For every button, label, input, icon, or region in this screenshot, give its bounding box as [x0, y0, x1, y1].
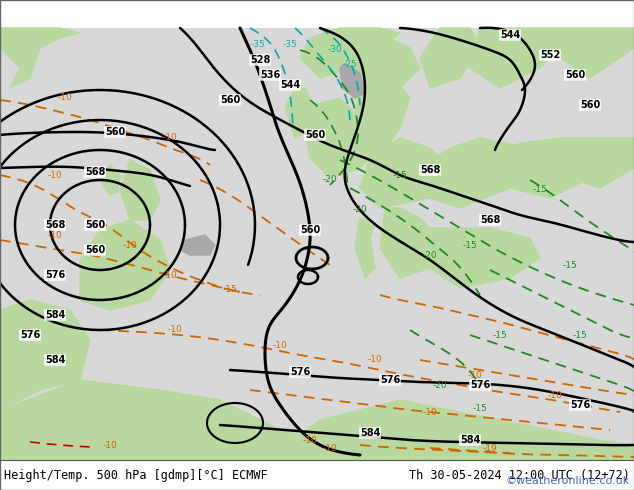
Text: -15: -15	[573, 330, 587, 340]
Polygon shape	[420, 28, 480, 88]
Polygon shape	[120, 160, 160, 220]
Text: 560: 560	[85, 245, 105, 255]
Text: 568: 568	[480, 215, 500, 225]
Text: -30: -30	[328, 46, 342, 54]
Text: -10: -10	[167, 325, 183, 335]
Text: 560: 560	[105, 127, 125, 137]
Polygon shape	[355, 73, 410, 158]
Text: -10: -10	[548, 391, 562, 399]
Text: 576: 576	[380, 375, 400, 385]
Text: -10: -10	[48, 230, 62, 240]
Text: Height/Temp. 500 hPa [gdmp][°C] ECMWF: Height/Temp. 500 hPa [gdmp][°C] ECMWF	[4, 468, 268, 482]
Circle shape	[126, 431, 134, 439]
Polygon shape	[340, 63, 365, 98]
Polygon shape	[570, 138, 634, 188]
Circle shape	[104, 436, 116, 448]
Text: -10: -10	[163, 133, 178, 143]
Text: -15: -15	[562, 261, 578, 270]
Text: 568: 568	[420, 165, 440, 175]
Text: 584: 584	[360, 428, 380, 438]
Text: -20: -20	[432, 381, 448, 390]
Text: -20: -20	[353, 205, 367, 215]
Text: 584: 584	[460, 435, 480, 445]
Text: -15: -15	[533, 186, 547, 195]
Text: -25: -25	[343, 60, 358, 70]
Polygon shape	[100, 165, 120, 195]
Text: -20: -20	[323, 175, 337, 185]
Polygon shape	[0, 380, 634, 460]
Text: ©weatheronline.co.uk: ©weatheronline.co.uk	[506, 476, 630, 486]
Text: 560: 560	[580, 100, 600, 110]
Text: -10: -10	[323, 443, 337, 452]
Text: 576: 576	[570, 400, 590, 410]
Polygon shape	[560, 28, 634, 78]
Polygon shape	[430, 228, 540, 288]
Text: -10: -10	[368, 356, 382, 365]
Text: 576: 576	[470, 380, 490, 390]
Text: 576: 576	[45, 270, 65, 280]
Text: -15: -15	[392, 171, 408, 179]
Polygon shape	[180, 235, 215, 255]
Polygon shape	[0, 28, 80, 88]
Polygon shape	[470, 28, 560, 88]
Text: -15: -15	[223, 286, 237, 294]
Polygon shape	[420, 138, 540, 208]
Polygon shape	[80, 220, 170, 310]
Text: 544: 544	[280, 80, 300, 90]
Polygon shape	[360, 138, 450, 208]
Polygon shape	[285, 88, 315, 138]
Text: 584: 584	[45, 355, 65, 365]
Text: 560: 560	[565, 70, 585, 80]
Text: -10: -10	[48, 171, 62, 179]
Text: 528: 528	[250, 55, 270, 65]
Text: -10: -10	[273, 341, 287, 349]
Text: -15: -15	[493, 330, 507, 340]
Text: -19: -19	[482, 443, 498, 452]
Text: 560: 560	[305, 130, 325, 140]
Polygon shape	[380, 208, 440, 278]
Bar	[0, 28, 634, 460]
Polygon shape	[350, 38, 420, 108]
Polygon shape	[0, 300, 90, 410]
Polygon shape	[300, 98, 380, 178]
Text: -10: -10	[122, 241, 138, 249]
Text: -35: -35	[283, 41, 297, 49]
Text: -10: -10	[58, 94, 72, 102]
Polygon shape	[335, 138, 355, 168]
Text: Th 30-05-2024 12:00 UTC (12+72): Th 30-05-2024 12:00 UTC (12+72)	[409, 468, 630, 482]
Polygon shape	[500, 138, 620, 198]
Text: 544: 544	[500, 30, 520, 40]
Text: 560: 560	[220, 95, 240, 105]
Text: -35: -35	[250, 41, 266, 49]
Text: -10: -10	[423, 408, 437, 416]
Text: 584: 584	[45, 310, 65, 320]
Text: 576: 576	[20, 330, 40, 340]
Bar	[0, 460, 634, 490]
Text: 568: 568	[45, 220, 65, 230]
Text: 576: 576	[290, 367, 310, 377]
Text: -10: -10	[103, 441, 117, 449]
Polygon shape	[300, 28, 400, 78]
Text: 560: 560	[300, 225, 320, 235]
Text: -10: -10	[468, 370, 482, 379]
Text: 536: 536	[260, 70, 280, 80]
Text: -10: -10	[302, 436, 318, 444]
Polygon shape	[355, 218, 375, 278]
Text: -15: -15	[463, 241, 477, 249]
Text: 560: 560	[85, 220, 105, 230]
Text: 552: 552	[540, 50, 560, 60]
Text: 568: 568	[85, 167, 105, 177]
Text: -20: -20	[423, 250, 437, 260]
Text: -15: -15	[472, 403, 488, 413]
Text: -10: -10	[163, 270, 178, 279]
